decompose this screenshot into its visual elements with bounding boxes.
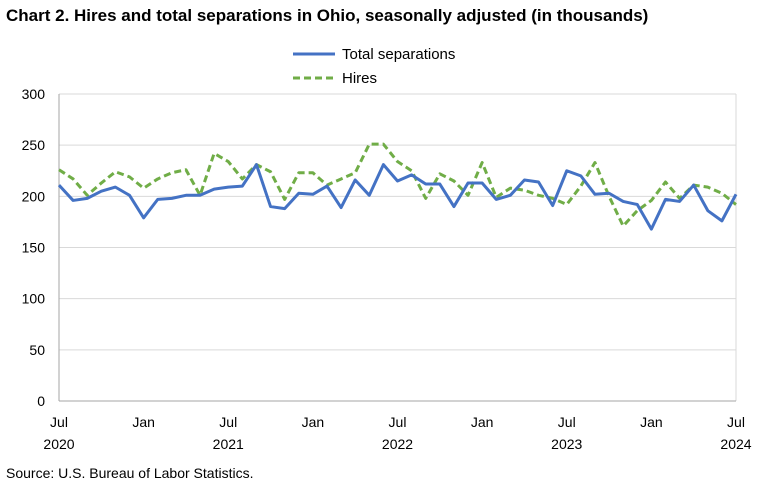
chart-source: Source: U.S. Bureau of Labor Statistics.	[6, 465, 254, 481]
series-line-hires	[58, 142, 737, 228]
legend-label-hires: Hires	[342, 70, 377, 87]
axes	[58, 94, 736, 402]
legend-label-total-separations: Total separations	[342, 46, 455, 63]
y-tick-label-100: 100	[22, 291, 46, 307]
series-lines	[57, 142, 738, 231]
y-tick-label-150: 150	[22, 240, 46, 256]
x-tick-label-jul-48: Jul	[727, 414, 745, 430]
grid-lines	[59, 93, 737, 401]
y-tick-labels: 0 50 100 150 200 250 300	[22, 86, 46, 409]
x-tick-year-2024: 2024	[720, 436, 751, 452]
x-tick-label-jul-24: Jul	[389, 414, 407, 430]
x-tick-label-jan-30: Jan	[471, 414, 494, 430]
x-tick-labels: Jul 2020 Jan Jul 2021 Jan Jul 2022 Jan Jul 2023 Jan…	[43, 414, 751, 452]
x-tick-label-jan-18: Jan	[302, 414, 325, 430]
x-tick-label-jan-6: Jan	[132, 414, 155, 430]
x-tick-year-2022: 2022	[382, 436, 413, 452]
legend: Total separations Hires	[293, 46, 455, 87]
x-tick-year-2020: 2020	[43, 436, 74, 452]
y-tick-label-50: 50	[29, 342, 45, 358]
y-tick-label-250: 250	[22, 137, 46, 153]
y-tick-label-0: 0	[37, 393, 45, 409]
y-tick-label-300: 300	[22, 86, 46, 102]
y-tick-label-200: 200	[22, 188, 46, 204]
x-tick-year-2021: 2021	[213, 436, 244, 452]
x-tick-year-2023: 2023	[551, 436, 582, 452]
chart-title: Chart 2. Hires and total separations in …	[6, 6, 649, 25]
x-tick-label-jul-0: Jul	[50, 414, 68, 430]
x-tick-label-jan-42: Jan	[640, 414, 663, 430]
series-line-total-separations	[57, 163, 738, 231]
x-tick-label-jul-12: Jul	[219, 414, 237, 430]
x-tick-label-jul-36: Jul	[558, 414, 576, 430]
